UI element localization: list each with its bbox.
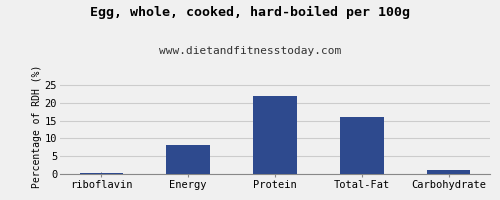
Bar	[427, 170, 470, 174]
Bar	[80, 173, 123, 174]
Bar	[254, 96, 296, 174]
Text: www.dietandfitnesstoday.com: www.dietandfitnesstoday.com	[159, 46, 341, 56]
Text: Egg, whole, cooked, hard-boiled per 100g: Egg, whole, cooked, hard-boiled per 100g	[90, 6, 410, 19]
Bar	[340, 117, 384, 174]
Bar	[166, 145, 210, 174]
Y-axis label: Percentage of RDH (%): Percentage of RDH (%)	[32, 64, 42, 188]
